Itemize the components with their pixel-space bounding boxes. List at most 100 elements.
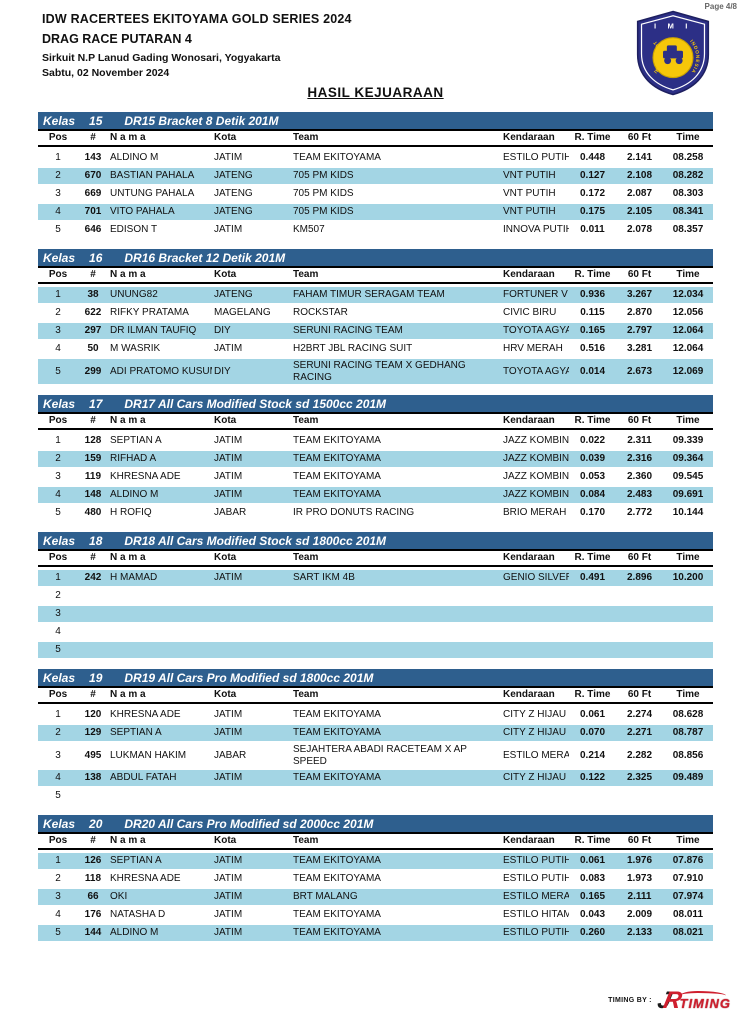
class-label: Kelas bbox=[43, 816, 76, 831]
result-row: 2 118 KHRESNA ADE JATIM TEAM EKITOYAMA ESTILO… bbox=[38, 871, 713, 887]
column-header-row: Pos # N a m a Kota Team Kendaraan R. Time 60 Ft… bbox=[38, 412, 713, 430]
time-cell: 12.064 bbox=[672, 343, 704, 355]
name-cell: M WASRIK bbox=[110, 343, 161, 355]
car-number-cell: 38 bbox=[87, 289, 99, 301]
team-cell: TEAM EKITOYAMA bbox=[293, 727, 381, 739]
car-number-cell bbox=[78, 595, 108, 597]
pos-cell: 1 bbox=[55, 855, 61, 867]
imi-top-text: I M I bbox=[654, 21, 692, 30]
vehicle-cell: CIVIC BIRU bbox=[503, 307, 557, 319]
team-cell: 705 PM KIDS bbox=[293, 170, 354, 182]
column-header-row: Pos # N a m a Kota Team Kendaraan R. Time 60 Ft… bbox=[38, 549, 713, 567]
column-header-time: Time bbox=[676, 415, 700, 427]
column-header-pos: Pos bbox=[48, 415, 68, 427]
pos-cell: 3 bbox=[55, 471, 61, 483]
vehicle-cell: CITY Z HIJAU bbox=[503, 709, 567, 721]
column-header-vehicle: Kendaraan bbox=[503, 689, 555, 701]
pos-cell: 5 bbox=[55, 507, 61, 519]
class-results-table: Kelas 15 DR15 Bracket 8 Detik 201M Pos # N… bbox=[38, 112, 713, 238]
class-label: Kelas bbox=[43, 113, 76, 128]
vehicle-cell: GENIO SILVER bbox=[503, 572, 569, 584]
result-row: 4 148 ALDINO M JATIM TEAM EKITOYAMA JAZZ KOMB… bbox=[38, 487, 713, 503]
reaction-time-cell: 0.039 bbox=[579, 453, 606, 465]
team-cell: KM507 bbox=[293, 224, 325, 236]
column-header-reaction-time: R. Time bbox=[574, 835, 611, 847]
reaction-time-cell: 0.011 bbox=[580, 224, 605, 236]
city-cell bbox=[212, 631, 291, 633]
team-cell: H2BRT JBL RACING SUIT bbox=[293, 343, 413, 355]
reaction-time-cell: 0.165 bbox=[579, 325, 606, 337]
time-cell: 10.144 bbox=[672, 507, 704, 519]
class-results-table: Kelas 20 DR20 All Cars Pro Modified sd 2… bbox=[38, 815, 713, 941]
result-row: 5 646 EDISON T JATIM KM507 INNOVA PUTIH 0.011 2… bbox=[38, 222, 713, 238]
result-row: 5 bbox=[38, 788, 713, 804]
class-title: DR15 Bracket 8 Detik 201M bbox=[124, 113, 279, 128]
vehicle-cell: ESTILO PUTIH bbox=[503, 855, 569, 867]
sixty-ft-cell: 2.141 bbox=[626, 152, 653, 164]
reaction-time-cell: 0.448 bbox=[579, 152, 606, 164]
result-row: 2 622 RIFKY PRATAMA MAGELANG ROCKSTAR CIVIC B… bbox=[38, 305, 713, 321]
time-cell: 09.339 bbox=[672, 435, 704, 447]
column-header-pos: Pos bbox=[48, 269, 68, 281]
team-cell: 705 PM KIDS bbox=[293, 188, 354, 200]
vehicle-cell: ESTILO PUTIH bbox=[503, 152, 569, 164]
sixty-ft-cell: 2.316 bbox=[626, 453, 653, 465]
column-header-team: Team bbox=[293, 552, 319, 564]
time-cell: 10.200 bbox=[672, 572, 704, 584]
vehicle-cell: HRV MERAH bbox=[503, 343, 563, 355]
footer: TIMING BY : J R TIMING bbox=[608, 987, 731, 1014]
name-cell bbox=[108, 595, 212, 597]
pos-cell: 5 bbox=[55, 644, 61, 656]
city-cell: JATIM bbox=[214, 572, 243, 584]
time-cell: 08.341 bbox=[672, 206, 704, 218]
time-cell bbox=[663, 649, 713, 651]
city-cell: JATIM bbox=[214, 927, 243, 939]
column-header-team: Team bbox=[293, 269, 319, 281]
pos-cell: 3 bbox=[55, 891, 61, 903]
pos-cell: 5 bbox=[55, 224, 61, 236]
jr-logo-swoosh-icon bbox=[679, 991, 726, 997]
column-header-time: Time bbox=[676, 689, 700, 701]
result-row: 5 480 H ROFIQ JABAR IR PRO DONUTS RACING BRIO… bbox=[38, 505, 713, 521]
city-cell: JATIM bbox=[214, 471, 243, 483]
car-number-cell bbox=[78, 613, 108, 615]
time-cell: 09.545 bbox=[672, 471, 704, 483]
pos-cell: 2 bbox=[55, 307, 61, 319]
sixty-ft-cell bbox=[616, 795, 663, 797]
column-header-vehicle: Kendaraan bbox=[503, 835, 555, 847]
reaction-time-cell: 0.936 bbox=[579, 289, 606, 301]
team-cell: 705 PM KIDS bbox=[293, 206, 354, 218]
time-cell: 08.258 bbox=[672, 152, 704, 164]
city-cell: JATENG bbox=[214, 289, 253, 301]
column-header-time: Time bbox=[676, 269, 700, 281]
vehicle-cell: TOYOTA AGYA bbox=[503, 365, 569, 377]
result-row: 5 299 ADI PRATOMO KUSUMADIY SERUNI RACING T… bbox=[38, 359, 713, 384]
name-cell: H MAMAD bbox=[110, 572, 158, 584]
city-cell: JATENG bbox=[214, 206, 253, 218]
city-cell: JATIM bbox=[214, 709, 243, 721]
car-number-cell: 701 bbox=[84, 206, 102, 218]
column-header-name: N a m a bbox=[110, 269, 146, 281]
reaction-time-cell: 0.175 bbox=[579, 206, 606, 218]
name-cell: RIFKY PRATAMA bbox=[110, 307, 189, 319]
vehicle-cell: BRIO MERAH bbox=[503, 507, 567, 519]
time-cell: 09.364 bbox=[672, 453, 704, 465]
time-cell bbox=[663, 595, 713, 597]
jr-timing-logo: J R TIMING bbox=[655, 987, 731, 1014]
pos-cell: 4 bbox=[55, 206, 61, 218]
city-cell: JATENG bbox=[214, 170, 253, 182]
team-cell bbox=[291, 631, 501, 633]
class-title: DR17 All Cars Modified Stock sd 1500cc 2… bbox=[124, 396, 387, 411]
reaction-time-cell: 0.022 bbox=[579, 435, 606, 447]
time-cell: 12.034 bbox=[672, 289, 704, 301]
vehicle-cell bbox=[501, 595, 569, 597]
vehicle-cell: ESTILO PUTIH bbox=[503, 927, 569, 939]
pos-cell: 5 bbox=[55, 927, 61, 939]
name-cell: ALDINO M bbox=[110, 927, 159, 939]
vehicle-cell: INNOVA PUTIH bbox=[503, 224, 569, 236]
round-title: DRAG RACE PUTARAN 4 bbox=[42, 32, 192, 46]
result-row: 1 242 H MAMAD JATIM SART IKM 4B GENIO SILVER 0… bbox=[38, 570, 713, 586]
column-header-pos: Pos bbox=[48, 835, 68, 847]
column-header-row: Pos # N a m a Kota Team Kendaraan R. Time 60 Ft… bbox=[38, 832, 713, 850]
